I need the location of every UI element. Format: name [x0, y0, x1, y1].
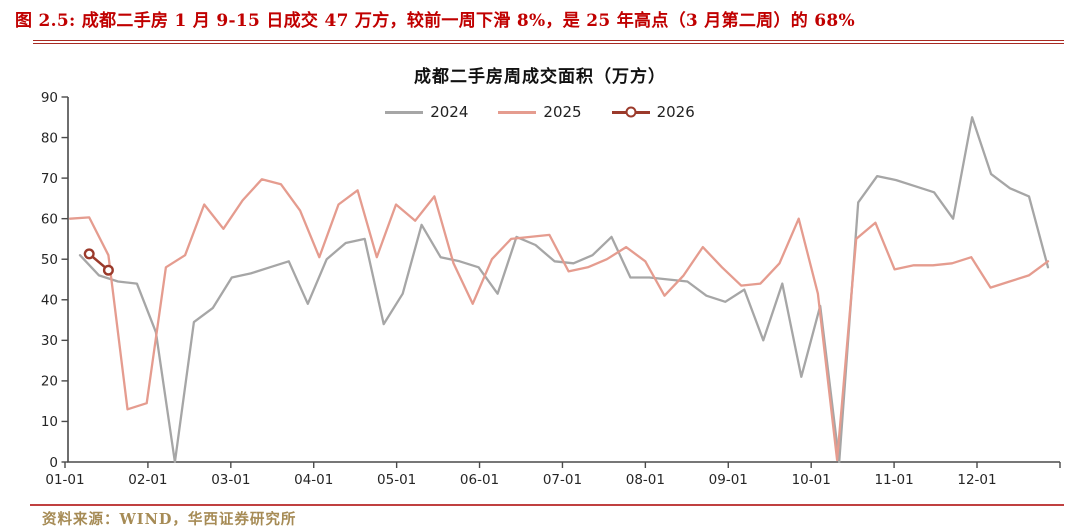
y-axis-label: 80 [41, 130, 58, 146]
figure-caption: 图 2.5: 成都二手房 1 月 9-15 日成交 47 万方，较前一周下滑 8… [15, 11, 855, 31]
header-divider [33, 40, 1064, 44]
legend-item-2024: 2024 [385, 103, 468, 121]
legend-line-swatch-2026 [611, 106, 650, 118]
x-axis-label: 09-01 [709, 472, 748, 488]
series-2026-marker [83, 248, 95, 260]
y-axis-label: 90 [41, 90, 58, 106]
data-source-note: 资料来源：WIND，华西证券研究所 [42, 511, 297, 528]
x-axis-label: 02-01 [128, 472, 167, 488]
legend-item-2026: 2026 [611, 103, 695, 121]
y-axis-label: 20 [41, 374, 58, 390]
x-axis-label: 12-01 [957, 472, 996, 488]
y-axis-label: 10 [41, 414, 58, 430]
x-axis-label: 03-01 [211, 472, 250, 488]
legend-label-2024: 2024 [430, 103, 469, 121]
y-axis-label: 70 [41, 171, 58, 187]
x-axis-label: 01-01 [45, 472, 84, 488]
x-axis-label: 10-01 [792, 472, 831, 488]
x-axis-label: 11-01 [874, 472, 913, 488]
legend-circle-marker-icon [625, 106, 637, 118]
x-axis-label: 07-01 [543, 472, 582, 488]
legend-label-2026: 2026 [656, 103, 695, 121]
legend-line-swatch-2025 [498, 110, 537, 114]
chart-legend: 2024 2025 2026 [0, 103, 1080, 121]
x-axis-label: 08-01 [626, 472, 665, 488]
y-axis-label: 40 [41, 293, 58, 309]
legend-line-swatch-2024 [385, 110, 424, 114]
y-axis-label: 0 [49, 455, 58, 471]
y-axis-label: 60 [41, 211, 58, 227]
axis-spines [67, 97, 1060, 463]
legend-item-2025: 2025 [498, 103, 582, 121]
series-2024-line [78, 116, 1050, 464]
y-axis-label: 30 [41, 333, 58, 349]
chart-title: 成都二手房周成交面积（万方） [414, 67, 666, 87]
x-axis-label: 04-01 [294, 472, 333, 488]
series-2025-line [68, 178, 1050, 462]
legend-label-2025: 2025 [543, 103, 582, 121]
x-axis-label: 05-01 [377, 472, 416, 488]
x-axis-label: 06-01 [460, 472, 499, 488]
footer-divider [30, 504, 1064, 506]
series-2026-marker [102, 264, 114, 276]
y-axis-label: 50 [41, 252, 58, 268]
